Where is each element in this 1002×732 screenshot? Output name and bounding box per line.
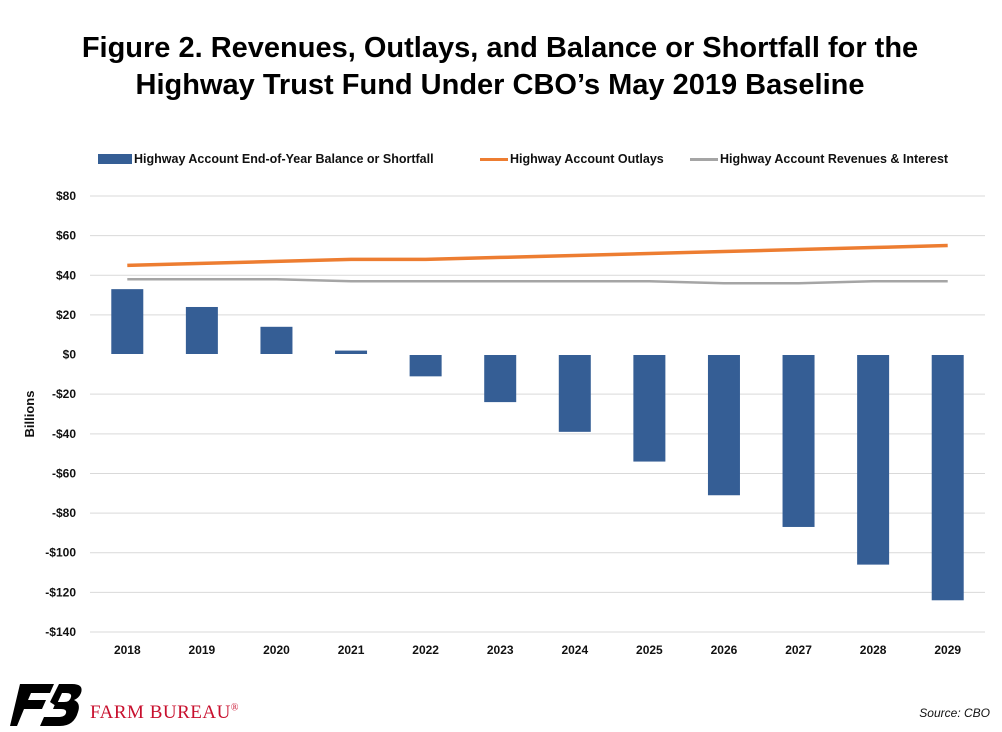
y-tick-label: -$100 <box>45 546 76 560</box>
y-tick-label: $40 <box>56 268 76 282</box>
x-tick-label: 2018 <box>114 643 141 657</box>
chart-legend: Highway Account End-of-Year Balance or S… <box>98 152 978 172</box>
brand-name: FARM BUREAU <box>90 702 231 723</box>
farm-bureau-emblem-icon <box>10 684 82 726</box>
x-tick-label: 2029 <box>934 643 961 657</box>
bar-2027 <box>782 354 815 527</box>
x-tick-label: 2022 <box>412 643 439 657</box>
y-tick-label: -$60 <box>52 466 76 480</box>
x-tick-label: 2023 <box>487 643 514 657</box>
legend-label-outlays: Highway Account Outlays <box>510 152 664 166</box>
registered-mark: ® <box>230 702 239 714</box>
x-tick-label: 2020 <box>263 643 290 657</box>
bar-2028 <box>857 354 890 565</box>
legend-label-revenues: Highway Account Revenues & Interest <box>720 152 949 166</box>
x-tick-label: 2019 <box>189 643 216 657</box>
legend-label-balance: Highway Account End-of-Year Balance or S… <box>134 152 434 166</box>
bar-2019 <box>185 306 218 355</box>
bar-2022 <box>409 354 442 377</box>
x-tick-label: 2025 <box>636 643 663 657</box>
chart-plot: $80 $60 $40 $20 $0 -$20 -$40 -$60 -$80 -$100 -$120… <box>22 189 985 657</box>
chart-title: Figure 2. Revenues, Outlays, and Balance… <box>81 32 919 101</box>
y-tick-label: -$80 <box>52 506 76 520</box>
y-tick-label: -$40 <box>52 427 76 441</box>
x-tick-label: 2026 <box>711 643 738 657</box>
bar-2026 <box>707 354 740 496</box>
legend-swatch-revenues <box>690 157 718 161</box>
y-tick-label: $60 <box>56 229 76 243</box>
legend-swatch-balance <box>98 154 132 164</box>
farm-bureau-logo: FARM BUREAU® <box>10 684 239 726</box>
x-tick-label: 2021 <box>338 643 365 657</box>
bar-2020 <box>260 326 293 355</box>
y-axis-label: Billions <box>22 391 37 438</box>
y-tick-label: -$140 <box>45 625 76 639</box>
series-line-revenues <box>127 277 948 285</box>
y-tick-label: -$120 <box>45 585 76 599</box>
y-tick-label: -$20 <box>52 387 76 401</box>
bar-2029 <box>931 354 964 601</box>
legend-item-balance: Highway Account End-of-Year Balance or S… <box>98 152 434 166</box>
bar-2025 <box>633 354 666 462</box>
bar-2024 <box>558 354 591 432</box>
legend-item-outlays: Highway Account Outlays <box>480 152 664 166</box>
legend-item-revenues: Highway Account Revenues & Interest <box>690 152 948 166</box>
y-tick-label: $0 <box>63 348 77 362</box>
x-tick-label: 2027 <box>785 643 812 657</box>
series-line-outlays <box>127 243 948 268</box>
bar-2021 <box>335 350 368 355</box>
bar-2023 <box>484 354 517 403</box>
x-tick-label: 2024 <box>561 643 588 657</box>
legend-swatch-outlays <box>480 157 508 161</box>
source-note: Source: CBO <box>919 706 990 720</box>
y-tick-label: $20 <box>56 308 76 322</box>
x-tick-label: 2028 <box>860 643 887 657</box>
bar-2018 <box>111 289 144 355</box>
y-tick-label: $80 <box>56 189 76 203</box>
